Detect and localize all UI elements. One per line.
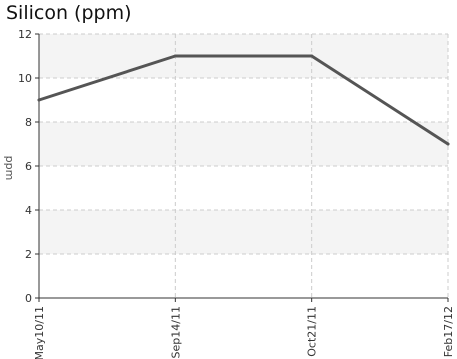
chart-title: Silicon (ppm) — [6, 2, 132, 24]
y-tick-label: 10 — [18, 72, 32, 85]
x-ticks: May10/11 Sep14/11 Oct21/11 Feb17/12 — [33, 298, 455, 359]
gridlines — [39, 33, 449, 298]
data-point — [310, 54, 314, 58]
y-ticks: 0 2 4 6 8 10 12 — [18, 28, 39, 305]
data-point — [446, 142, 450, 146]
series-layer — [37, 54, 450, 146]
data-point — [37, 98, 41, 102]
plot-band — [39, 210, 448, 254]
x-tick-label: Feb17/12 — [442, 306, 455, 357]
y-tick-label: 4 — [25, 204, 32, 217]
x-tick-label: May10/11 — [33, 306, 46, 359]
x-tick-label: Sep14/11 — [169, 306, 182, 358]
plot-bands — [39, 34, 448, 254]
y-tick-label: 12 — [18, 28, 32, 41]
y-tick-label: 0 — [25, 292, 32, 305]
y-tick-label: 8 — [25, 116, 32, 129]
x-tick-label: Oct21/11 — [306, 306, 319, 357]
y-tick-label: 2 — [25, 248, 32, 261]
y-tick-label: 6 — [25, 160, 32, 173]
series-line — [37, 54, 450, 146]
data-point — [173, 54, 177, 58]
y-axis-label: ppm — [3, 156, 16, 181]
plot-band — [39, 122, 448, 166]
